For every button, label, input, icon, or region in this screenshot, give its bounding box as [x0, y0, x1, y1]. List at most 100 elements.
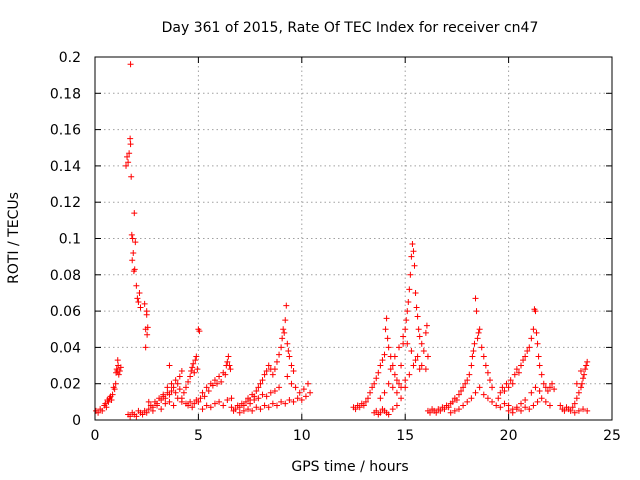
data-point — [416, 333, 423, 340]
data-point — [526, 344, 533, 351]
data-point — [540, 380, 547, 387]
data-point — [478, 344, 485, 351]
y-tick-label: 0.02 — [50, 377, 81, 393]
data-point — [410, 248, 417, 255]
data-point — [472, 389, 479, 396]
data-point — [532, 384, 539, 391]
data-point — [185, 402, 192, 409]
data-point — [261, 371, 268, 378]
data-point — [135, 299, 142, 306]
y-tick-label: 0.16 — [50, 123, 81, 139]
data-point — [411, 262, 418, 269]
data-point — [518, 362, 525, 369]
data-point — [224, 358, 231, 365]
data-point — [273, 358, 280, 365]
data-point — [283, 302, 290, 309]
data-point — [420, 348, 427, 355]
data-point — [534, 340, 541, 347]
data-point — [398, 362, 405, 369]
data-point — [551, 386, 558, 393]
data-point — [129, 257, 136, 264]
data-point — [544, 387, 551, 394]
data-point — [129, 235, 136, 242]
data-point — [424, 353, 431, 360]
data-point — [441, 406, 448, 413]
data-point — [389, 384, 396, 391]
data-point — [379, 357, 386, 364]
y-tick-label: 0.14 — [50, 159, 81, 175]
data-point — [526, 406, 533, 413]
data-point — [476, 326, 483, 333]
data-point — [278, 398, 285, 405]
data-point — [505, 384, 512, 391]
data-point — [176, 386, 183, 393]
data-point — [464, 398, 471, 405]
data-point — [216, 373, 223, 380]
data-point — [282, 317, 289, 324]
grid-lines — [95, 57, 612, 420]
data-point — [391, 353, 398, 360]
data-point — [133, 413, 140, 420]
data-point — [251, 397, 258, 404]
data-point — [211, 377, 218, 384]
data-point — [367, 389, 374, 396]
data-point — [364, 395, 371, 402]
data-point — [199, 406, 206, 413]
data-point — [580, 375, 587, 382]
data-point — [232, 406, 239, 413]
data-point — [290, 398, 297, 405]
data-point — [373, 375, 380, 382]
data-point — [393, 389, 400, 396]
data-point — [265, 404, 272, 411]
data-point — [201, 393, 208, 400]
x-tick-label: 15 — [396, 428, 414, 444]
data-point — [170, 402, 177, 409]
data-point — [205, 387, 212, 394]
data-point — [178, 395, 185, 402]
data-point — [395, 380, 402, 387]
data-point — [125, 159, 132, 166]
y-tick-label: 0.06 — [50, 304, 81, 320]
data-point — [207, 404, 214, 411]
data-point — [170, 384, 177, 391]
data-point — [131, 210, 138, 217]
data-point — [412, 289, 419, 296]
data-point — [114, 357, 121, 364]
data-point — [145, 406, 152, 413]
data-point — [460, 402, 467, 409]
data-point — [385, 380, 392, 387]
data-point — [189, 404, 196, 411]
data-point — [255, 384, 262, 391]
y-tick-label: 0.04 — [50, 340, 81, 356]
data-point — [418, 340, 425, 347]
data-point — [542, 398, 549, 405]
data-point — [393, 377, 400, 384]
data-point — [189, 364, 196, 371]
data-point — [484, 369, 491, 376]
data-point — [263, 367, 270, 374]
data-point — [227, 366, 234, 373]
data-point — [532, 308, 539, 315]
data-point — [447, 409, 454, 416]
y-tick-label: 0.2 — [59, 50, 81, 66]
data-point — [356, 404, 363, 411]
data-point — [538, 395, 545, 402]
data-point — [130, 250, 137, 257]
data-point — [172, 389, 179, 396]
data-point — [143, 308, 150, 315]
data-point — [261, 402, 268, 409]
data-point — [259, 391, 266, 398]
data-point — [480, 353, 487, 360]
data-point — [182, 384, 189, 391]
data-point — [195, 398, 202, 405]
data-point — [162, 400, 169, 407]
data-point — [192, 357, 199, 364]
data-point — [236, 409, 243, 416]
data-point — [187, 373, 194, 380]
data-point — [149, 407, 156, 414]
data-point — [143, 409, 150, 416]
data-point — [279, 335, 286, 342]
data-point — [402, 326, 409, 333]
data-point — [400, 333, 407, 340]
